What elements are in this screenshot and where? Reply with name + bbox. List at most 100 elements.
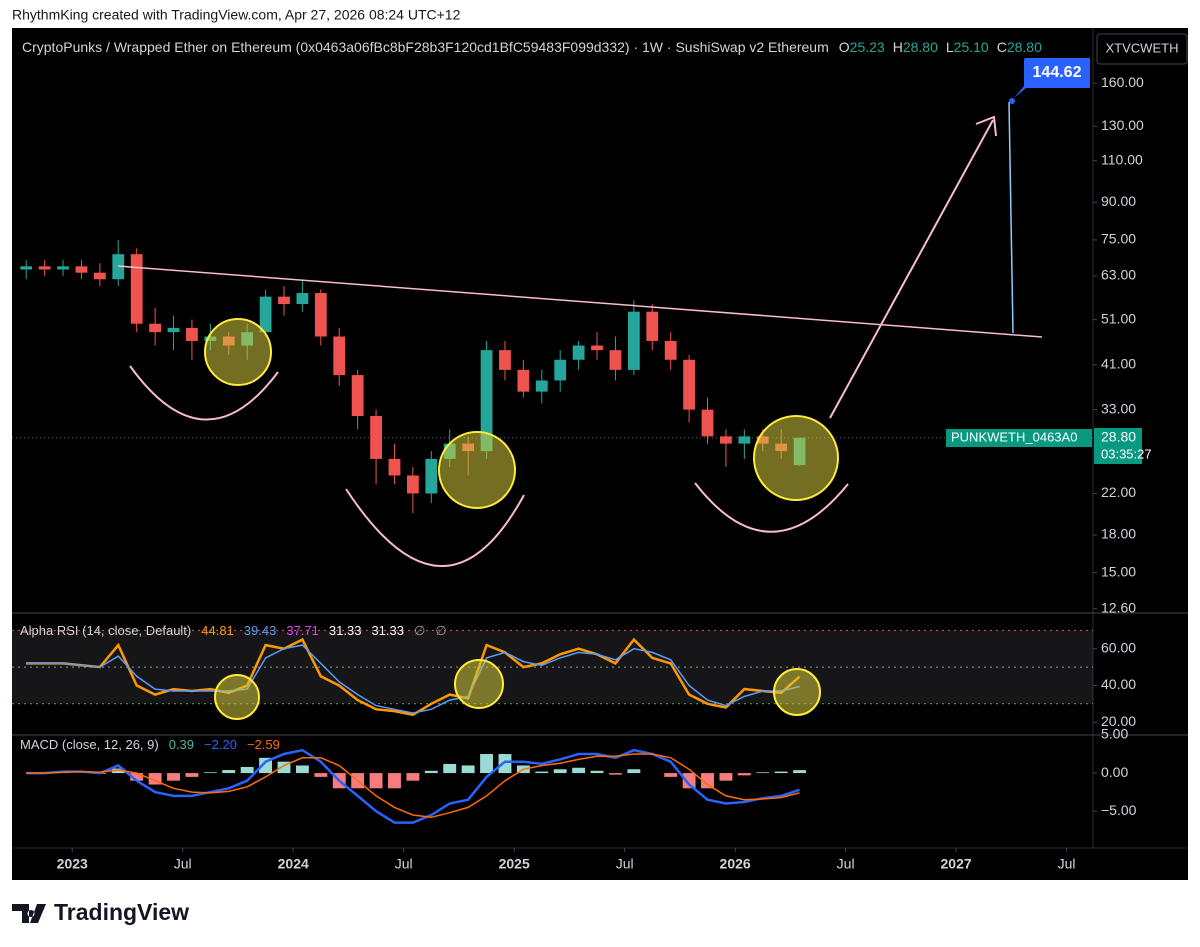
ohlc: O25.23 H28.80 L25.10 C28.80: [839, 39, 1042, 55]
y-tick-label: 90.00: [1101, 193, 1136, 209]
candle-body: [646, 311, 659, 341]
legend-value: 0.39: [169, 737, 194, 752]
target-label-box: [1014, 58, 1090, 98]
compare-button[interactable]: [1096, 33, 1188, 65]
symbol-title: CryptoPunks / Wrapped Ether on Ethereum …: [22, 39, 829, 55]
legend-value: 44.81: [201, 623, 234, 638]
histogram-bar: [406, 773, 420, 781]
x-tick-label: Jul: [837, 856, 855, 872]
histogram-bar: [774, 771, 788, 774]
legend-value: 39.43: [244, 623, 277, 638]
candle-body: [499, 350, 511, 370]
histogram-bar: [590, 770, 604, 774]
series-line: [26, 748, 800, 824]
y-tick-label: 160.00: [1101, 74, 1144, 90]
candle-body: [554, 359, 567, 381]
candle-body: [572, 345, 585, 360]
histogram-bar: [111, 768, 125, 774]
highlight-circle: [438, 431, 516, 509]
histogram-bar: [443, 763, 457, 774]
legend-key: C: [997, 39, 1007, 55]
arc: [129, 365, 279, 421]
x-tick-label: 2026: [720, 856, 751, 872]
y-tick-label: 110.00: [1101, 151, 1143, 167]
symbol-label: PUNKWETH_0463A0: [951, 429, 1077, 444]
histogram-bar: [461, 765, 475, 774]
histogram-bar: [756, 772, 770, 774]
candle-body: [20, 266, 33, 270]
histogram-bar: [295, 765, 309, 774]
candle-body: [57, 266, 69, 270]
candle-body: [388, 458, 401, 476]
highlight-circle: [753, 415, 839, 501]
histogram-bar: [609, 773, 622, 775]
y-tick-label: 20.00: [1101, 713, 1136, 729]
arc: [694, 482, 849, 533]
histogram-bar: [701, 773, 714, 789]
compare-button-label[interactable]: XTVCWETH: [1106, 40, 1179, 55]
candle-body: [609, 350, 622, 370]
candle-body: [535, 380, 548, 392]
histogram-bar: [130, 773, 144, 781]
candle-body: [259, 296, 272, 333]
y-tick-label: 51.00: [1101, 310, 1136, 326]
candle-body: [75, 266, 88, 273]
last-price: 28.80: [1101, 429, 1136, 445]
histogram-bar: [553, 769, 567, 774]
y-tick-label: 63.00: [1101, 267, 1136, 283]
y-tick-label: 15.00: [1101, 563, 1136, 579]
candle-body: [720, 436, 732, 444]
histogram-bar: [314, 773, 328, 777]
x-tick-label: 2024: [278, 856, 309, 872]
arrow: [829, 115, 997, 419]
rsi-values: 44.81 39.43 37.71 31.33 31.33 ∅ ∅: [201, 623, 446, 638]
x-tick-label: 2025: [499, 856, 530, 872]
series-line: [26, 644, 800, 714]
series-line: [26, 753, 800, 819]
arc: [345, 488, 525, 567]
x-tick-label: Jul: [174, 856, 192, 872]
y-tick-label: 18.00: [1101, 526, 1136, 542]
histogram-bar: [719, 773, 733, 781]
price-legend: CryptoPunks / Wrapped Ether on Ethereum …: [22, 39, 1042, 55]
histogram-bar: [424, 770, 438, 774]
histogram-bar: [572, 767, 586, 774]
y-tick-label: 22.00: [1101, 484, 1136, 500]
y-tick-label: 60.00: [1101, 639, 1136, 655]
brand-name: TradingView: [54, 899, 189, 925]
y-tick-label: 5.00: [1101, 726, 1128, 742]
countdown: 03:35:27: [1101, 446, 1152, 461]
legend-value: 31.33: [371, 623, 404, 638]
histogram-bar: [682, 773, 696, 789]
candle-body: [407, 475, 419, 494]
candle-body: [517, 369, 530, 392]
legend-value: −2.20: [204, 737, 237, 752]
legend-value: 25.23: [850, 39, 885, 55]
histogram-bar: [627, 769, 641, 774]
histogram-bar: [277, 761, 291, 774]
highlight-circle: [773, 668, 821, 716]
legend-value: 28.80: [903, 39, 938, 55]
y-tick-label: 75.00: [1101, 231, 1136, 247]
histogram-bar: [498, 754, 512, 774]
rsi-title: Alpha RSI (14, close, Default): [20, 623, 191, 638]
macd-legend: MACD (close, 12, 26, 9) 0.39 −2.20 −2.59: [20, 737, 280, 752]
legend-key: L: [946, 39, 954, 55]
candle-body: [627, 311, 640, 370]
candle-body: [664, 340, 677, 360]
symbol-label-box: [946, 429, 1092, 447]
histogram-bar: [737, 773, 751, 776]
y-tick-label: 130.00: [1101, 117, 1144, 133]
candle-body: [591, 345, 603, 351]
handle: [1009, 98, 1015, 104]
y-tick-label: 33.00: [1101, 400, 1136, 416]
x-tick-label: Jul: [395, 856, 413, 872]
candle-body: [130, 254, 143, 324]
y-tick-label: 12.60: [1101, 599, 1136, 615]
legend-key: H: [893, 39, 903, 55]
candle-body: [296, 293, 309, 305]
highlight-circle: [214, 674, 260, 720]
candle-body: [314, 293, 327, 337]
candle-body: [38, 266, 51, 270]
